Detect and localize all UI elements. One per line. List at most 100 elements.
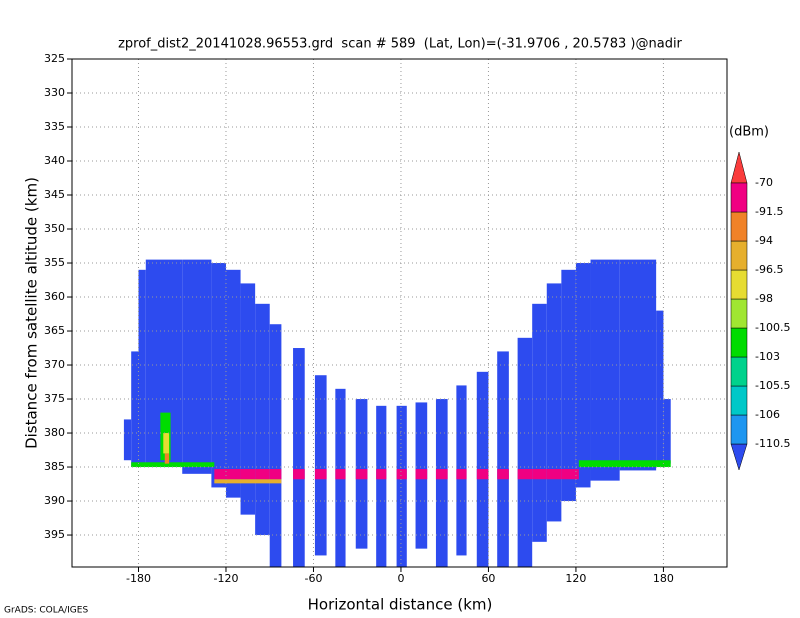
x-tick-label: 180: [653, 572, 674, 585]
colorbar-box: [730, 327, 748, 358]
surface-echo: [435, 469, 448, 480]
y-tick-label: 335: [44, 120, 65, 133]
echo-cell: [578, 460, 671, 468]
colorbar-tick-label: -103: [755, 350, 780, 363]
x-tick-label: 120: [565, 572, 586, 585]
y-tick-label: 325: [44, 52, 65, 65]
field-column: [590, 259, 620, 481]
y-tick-label: 350: [44, 222, 65, 235]
field-column: [435, 399, 448, 567]
chart-title: zprof_dist2_20141028.96553.grd scan # 58…: [118, 37, 682, 52]
surface-echo: [335, 469, 346, 480]
colorbar-tick-label: -70: [755, 176, 773, 189]
field-column: [211, 263, 226, 488]
y-tick-label: 375: [44, 392, 65, 405]
colorbar-box: [730, 211, 748, 242]
y-axis-label: Distance from satellite altitude (km): [23, 177, 41, 449]
colorbar-triangle: [730, 151, 748, 184]
surface-echo: [456, 469, 467, 480]
plot-frame: [71, 58, 728, 568]
y-tick-label: 385: [44, 460, 65, 473]
field-column: [269, 324, 282, 567]
colorbar-label: (dBm): [729, 125, 769, 140]
x-tick-label: -180: [126, 572, 151, 585]
colorbar-box: [730, 240, 748, 271]
field-column: [225, 269, 241, 498]
x-tick-label: 60: [481, 572, 495, 585]
field-column: [131, 351, 139, 468]
colorbar-tick-label: -98: [755, 292, 773, 305]
surface-echo: [293, 469, 305, 480]
field-column: [575, 263, 591, 488]
field-column: [656, 310, 664, 468]
field-column: [532, 303, 547, 542]
y-tick-label: 390: [44, 494, 65, 507]
colorbar-tick-label: -94: [755, 234, 773, 247]
echo-cell: [214, 479, 282, 484]
surface-echo: [314, 469, 327, 480]
colorbar-tick-label: -91.5: [755, 205, 783, 218]
echo-cell: [164, 453, 170, 464]
field-column: [138, 269, 146, 468]
surface-echo: [240, 469, 256, 480]
field-column: [255, 303, 270, 536]
y-tick-label: 330: [44, 86, 65, 99]
field-column: [123, 419, 132, 461]
field-column: [546, 283, 562, 522]
x-axis-label: Horizontal distance (km): [308, 596, 493, 614]
y-tick-label: 365: [44, 324, 65, 337]
colorbar-box: [730, 414, 748, 445]
y-tick-label: 340: [44, 154, 65, 167]
surface-echo: [575, 469, 579, 480]
colorbar-box: [730, 298, 748, 329]
colorbar-tick-label: -106: [755, 408, 780, 421]
y-tick-label: 345: [44, 188, 65, 201]
field-column: [293, 348, 305, 567]
colorbar-box: [730, 269, 748, 300]
field-column: [314, 375, 327, 556]
y-tick-label: 370: [44, 358, 65, 371]
colorbar-box: [730, 356, 748, 387]
surface-echo: [255, 469, 270, 480]
field-column: [619, 259, 657, 471]
field-column: [240, 283, 256, 515]
y-tick-label: 360: [44, 290, 65, 303]
colorbar-tick-label: -105.5: [755, 379, 790, 392]
footer: GrADS: COLA/IGES: [4, 606, 88, 616]
x-tick-label: -60: [304, 572, 322, 585]
surface-echo: [497, 469, 509, 480]
field-column: [561, 269, 576, 502]
surface-echo: [355, 469, 368, 480]
surface-echo: [376, 469, 387, 480]
surface-echo: [561, 469, 576, 480]
field-column: [396, 405, 407, 567]
surface-echo: [476, 469, 489, 480]
field-column: [497, 351, 509, 567]
echo-cell: [131, 462, 215, 468]
colorbar-box: [730, 182, 748, 213]
x-tick-label: -120: [213, 572, 238, 585]
colorbar-tick-label: -110.5: [755, 437, 790, 450]
y-tick-label: 380: [44, 426, 65, 439]
field-column: [663, 399, 671, 464]
field-column: [517, 337, 533, 567]
y-tick-label: 355: [44, 256, 65, 269]
colorbar-tick-label: -96.5: [755, 263, 783, 276]
surface-echo: [517, 469, 533, 480]
surface-echo: [532, 469, 547, 480]
colorbar-triangle: [730, 443, 748, 471]
surface-echo: [396, 469, 407, 480]
surface-echo: [225, 469, 241, 480]
colorbar-box: [730, 385, 748, 416]
x-tick-label: 0: [397, 572, 404, 585]
y-tick-label: 395: [44, 528, 65, 541]
surface-echo: [214, 469, 226, 480]
field-column: [182, 259, 212, 474]
surface-echo: [269, 469, 282, 480]
echo-cell: [163, 433, 170, 454]
surface-echo: [546, 469, 562, 480]
colorbar-tick-label: -100.5: [755, 321, 790, 334]
field-column: [376, 405, 387, 567]
